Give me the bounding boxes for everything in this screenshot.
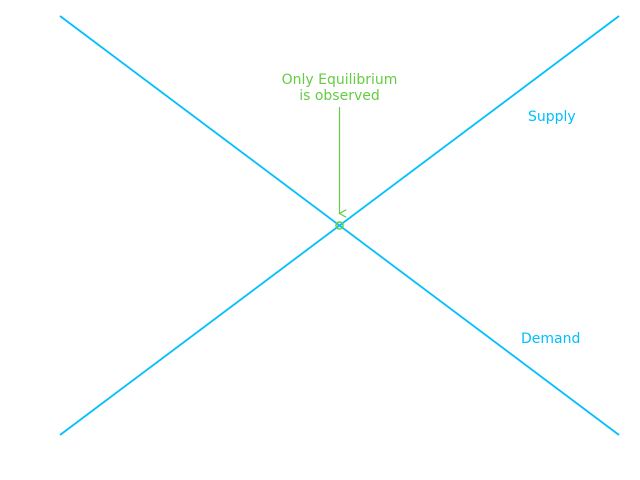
demand-line <box>59 15 620 436</box>
supply-label: Supply <box>528 109 576 125</box>
annotation-text: Only Equilibrium is observed <box>282 72 398 104</box>
equilibrium-marker <box>335 221 344 230</box>
demand-label: Demand <box>521 331 580 347</box>
marker-layer <box>335 221 344 230</box>
series-layer: Supply Demand <box>59 15 620 436</box>
annotation-layer: Only Equilibrium is observed <box>282 72 398 214</box>
